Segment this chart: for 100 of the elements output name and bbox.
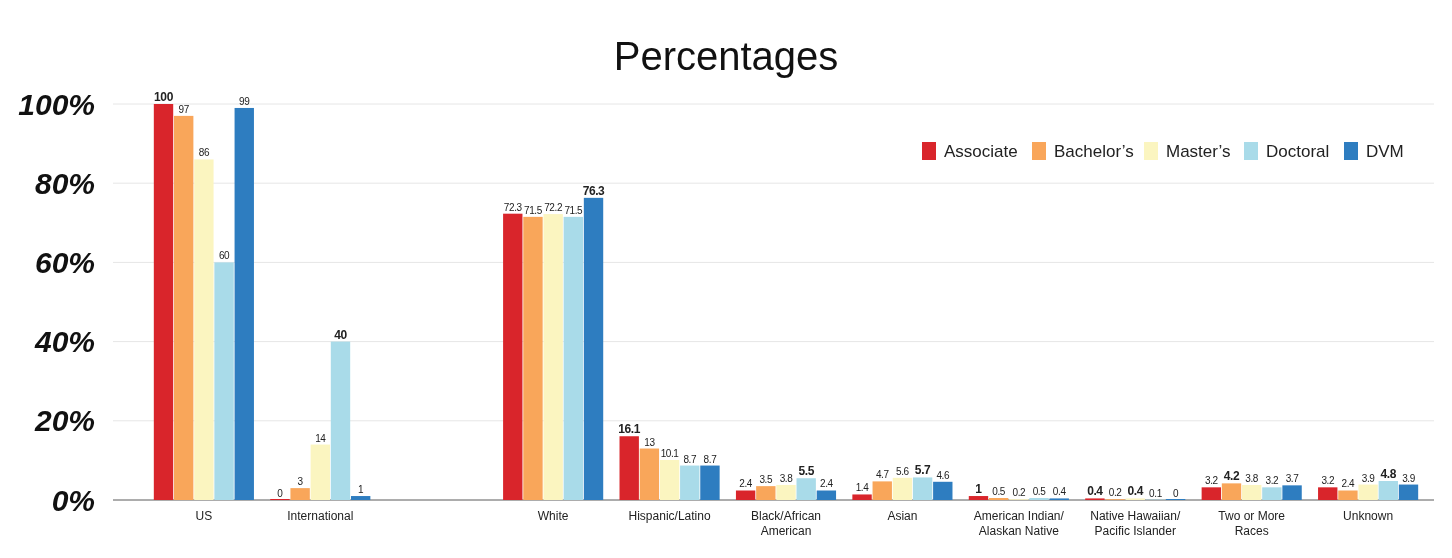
bar bbox=[503, 213, 523, 500]
data-label: 2.4 bbox=[820, 478, 834, 490]
data-label: 5.5 bbox=[798, 464, 815, 479]
bar bbox=[1282, 485, 1302, 500]
data-label: 71.5 bbox=[564, 204, 584, 216]
data-label: 3.5 bbox=[759, 474, 773, 486]
bar bbox=[1338, 490, 1358, 500]
data-label: 71.5 bbox=[524, 204, 543, 216]
bar bbox=[1378, 480, 1398, 500]
bar bbox=[234, 107, 254, 500]
data-label: 0.1 bbox=[1149, 487, 1163, 499]
bar bbox=[1221, 483, 1242, 500]
bar bbox=[523, 216, 543, 500]
bar bbox=[776, 484, 796, 500]
data-label: 0.5 bbox=[1032, 486, 1047, 498]
data-label: 0.2 bbox=[1108, 487, 1123, 499]
data-label: 0.4 bbox=[1127, 484, 1144, 499]
y-tick-label: 60% bbox=[34, 245, 95, 279]
bar bbox=[330, 341, 351, 500]
bar bbox=[1398, 484, 1419, 500]
data-label: 14 bbox=[315, 432, 327, 444]
data-label: 0 bbox=[1173, 488, 1180, 499]
x-tick-label: US bbox=[195, 509, 213, 523]
x-tick-label: Native Hawaiian/ Pacific Islander bbox=[1090, 509, 1181, 538]
legend-label: Associate bbox=[944, 141, 1018, 161]
x-tick-label: Black/African American bbox=[750, 509, 822, 538]
x-tick-label: Unknown bbox=[1343, 509, 1394, 523]
data-label: 97 bbox=[178, 103, 190, 115]
data-label: 72.2 bbox=[544, 202, 563, 214]
bar bbox=[563, 216, 584, 500]
bar bbox=[1201, 487, 1222, 500]
bar bbox=[1242, 484, 1262, 500]
bar bbox=[1318, 487, 1338, 500]
bar bbox=[543, 214, 563, 500]
legend-label: Master’s bbox=[1166, 141, 1231, 161]
legend-label: Doctoral bbox=[1266, 141, 1330, 161]
data-label: 1.4 bbox=[855, 482, 870, 494]
data-label: 0.4 bbox=[1087, 484, 1104, 499]
data-label: 99 bbox=[239, 95, 251, 107]
bar bbox=[1262, 487, 1282, 500]
data-label: 0.4 bbox=[1052, 486, 1067, 498]
chart-title: Percentages bbox=[613, 34, 839, 78]
data-label: 3.9 bbox=[1361, 472, 1376, 484]
bar bbox=[700, 465, 720, 500]
data-label: 3.8 bbox=[1245, 472, 1259, 484]
data-label: 3.9 bbox=[1402, 472, 1416, 484]
data-label: 1 bbox=[975, 482, 983, 497]
bar bbox=[194, 159, 214, 500]
bar bbox=[872, 481, 892, 500]
data-label: 16.1 bbox=[618, 422, 641, 437]
data-label: 3.2 bbox=[1204, 475, 1219, 487]
data-label: 72.3 bbox=[503, 201, 523, 213]
bar bbox=[214, 262, 234, 500]
data-label: 5.7 bbox=[914, 463, 932, 478]
legend-label: Bachelor’s bbox=[1054, 141, 1134, 161]
y-tick-label: 20% bbox=[33, 404, 95, 438]
data-label: 0.2 bbox=[1012, 487, 1027, 499]
bar bbox=[290, 488, 310, 500]
data-label: 4.6 bbox=[936, 469, 950, 481]
y-tick-label: 100% bbox=[18, 87, 95, 121]
data-label: 3 bbox=[297, 476, 304, 488]
bar bbox=[310, 444, 330, 500]
bar bbox=[968, 496, 989, 500]
y-tick-label: 40% bbox=[33, 325, 95, 359]
data-label: 4.7 bbox=[875, 469, 890, 481]
data-label: 4.8 bbox=[1380, 466, 1397, 481]
data-label: 8.7 bbox=[683, 453, 697, 465]
bar bbox=[680, 465, 700, 500]
x-tick-label: Hispanic/Latino bbox=[628, 509, 711, 523]
data-label: 3.2 bbox=[1265, 475, 1280, 487]
data-label: 76.3 bbox=[582, 183, 606, 198]
x-tick-label: American Indian/ Alaskan Native bbox=[973, 509, 1065, 538]
bar bbox=[912, 477, 933, 500]
data-label: 86 bbox=[198, 147, 210, 159]
bar bbox=[933, 481, 953, 500]
bar bbox=[796, 478, 816, 500]
y-tick-label: 80% bbox=[34, 166, 95, 200]
data-label: 40 bbox=[334, 327, 348, 342]
data-label: 0.5 bbox=[992, 486, 1006, 498]
data-label: 13 bbox=[644, 436, 656, 448]
x-tick-label: Two or More Races bbox=[1218, 509, 1286, 538]
data-label: 3.2 bbox=[1321, 475, 1335, 487]
bar bbox=[756, 486, 776, 500]
data-label: 2.4 bbox=[739, 478, 753, 490]
data-label: 3.7 bbox=[1285, 473, 1300, 485]
data-label: 60 bbox=[218, 250, 231, 262]
bar bbox=[735, 490, 756, 500]
data-label: 4.2 bbox=[1223, 469, 1240, 484]
bar bbox=[659, 460, 680, 500]
x-tick-label: Asian bbox=[887, 509, 918, 523]
data-label: 10.1 bbox=[660, 448, 680, 459]
bar bbox=[639, 448, 660, 500]
bar bbox=[852, 494, 872, 500]
data-label: 0 bbox=[277, 488, 284, 499]
bar bbox=[892, 477, 913, 500]
bar bbox=[153, 104, 174, 500]
y-tick-label: 0% bbox=[51, 483, 95, 517]
data-label: 5.6 bbox=[896, 465, 910, 477]
x-tick-label: International bbox=[287, 509, 354, 523]
x-tick-label: White bbox=[537, 509, 569, 523]
